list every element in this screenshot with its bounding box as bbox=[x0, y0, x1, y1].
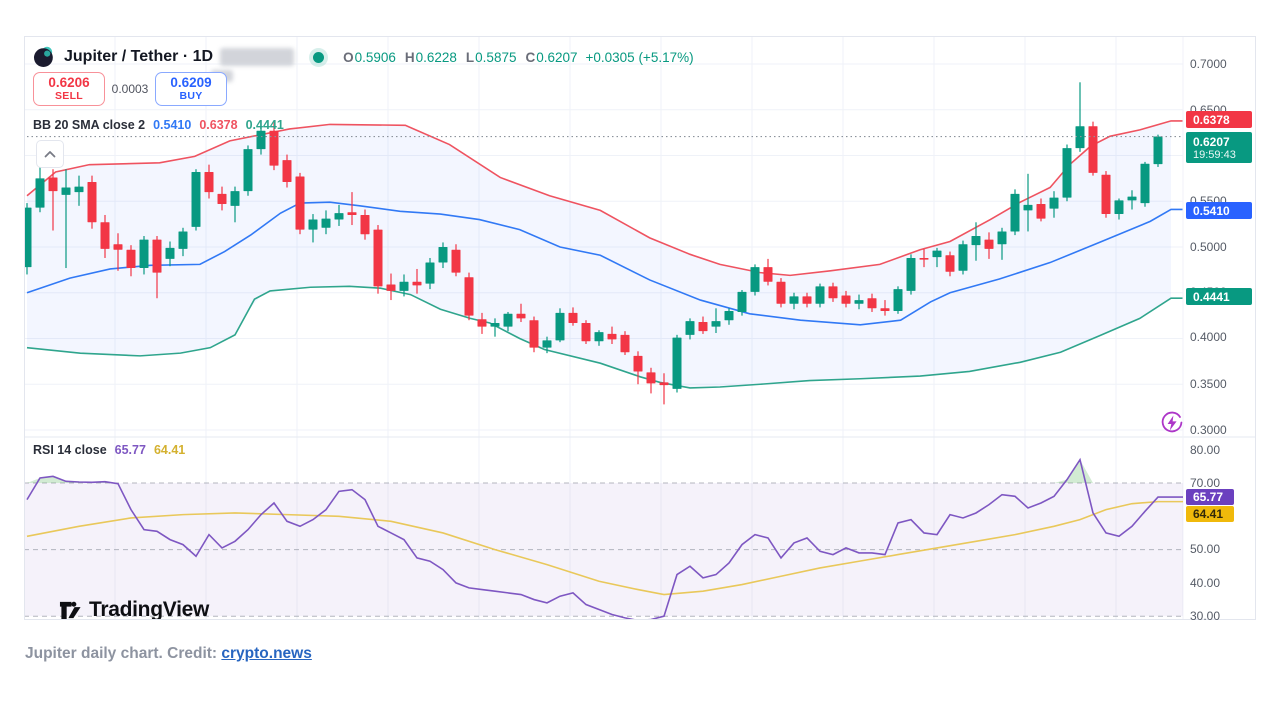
market-status-dot-icon bbox=[313, 51, 325, 63]
rsi-line bbox=[26, 457, 1183, 620]
change-value: +0.0305 (+5.17%) bbox=[585, 49, 694, 65]
rsi-value: 65.77 bbox=[114, 443, 146, 457]
symbol-title[interactable]: Jupiter / Tether · 1D bbox=[64, 48, 214, 65]
chevron-up-icon bbox=[44, 151, 56, 158]
close-label: C bbox=[525, 49, 536, 65]
bb-upper-value: 0.6378 bbox=[199, 118, 238, 132]
bb-upper-tag: 0.6378 bbox=[1186, 111, 1252, 128]
price-axis-label: 0.4000 bbox=[1190, 330, 1227, 344]
bb-lower-tag: 0.4441 bbox=[1186, 288, 1252, 305]
price-axis-label: 0.7000 bbox=[1190, 57, 1227, 71]
lightning-icon bbox=[1161, 411, 1183, 433]
rsi-value-tag: 65.77 bbox=[1186, 489, 1234, 505]
gridlines bbox=[24, 36, 1183, 619]
jupiter-logo-icon bbox=[34, 46, 53, 67]
rsi-ma-line bbox=[26, 500, 1183, 596]
sell-button[interactable]: 0.6206 SELL bbox=[33, 72, 105, 106]
bb-indicator-name: BB 20 SMA close 2 bbox=[33, 118, 146, 132]
bb-basis-value: 0.5410 bbox=[153, 118, 192, 132]
rsi-axis-label: 80.00 bbox=[1190, 443, 1221, 457]
price-pane[interactable] bbox=[23, 82, 1184, 405]
buy-label: BUY bbox=[179, 89, 203, 102]
high-value: 0.6228 bbox=[415, 49, 457, 65]
buy-button[interactable]: 0.6209 BUY bbox=[155, 72, 227, 106]
last-price-tag: 0.6207 19:59:43 bbox=[1186, 132, 1252, 163]
close-value: 0.6207 bbox=[536, 49, 578, 65]
bollinger-basis-line bbox=[26, 201, 1183, 326]
tradingview-mark-icon bbox=[59, 601, 81, 619]
rsi-axis-label: 30.00 bbox=[1190, 609, 1221, 623]
rsi-axis-label: 50.00 bbox=[1190, 542, 1221, 556]
sell-label: SELL bbox=[54, 89, 84, 102]
trade-panel: 0.6206 SELL 0.0003 0.6209 BUY bbox=[33, 72, 227, 106]
price-axis-label: 0.5000 bbox=[1190, 240, 1227, 254]
ohlc-readout: O 0.5906 H 0.6228 L 0.5875 C 0.6207 +0.0… bbox=[343, 50, 694, 65]
rsi-pane[interactable] bbox=[24, 457, 1183, 621]
rsi-ma-tag: 64.41 bbox=[1186, 506, 1234, 522]
caption-link[interactable]: crypto.news bbox=[221, 645, 312, 662]
price-axis-label: 0.3000 bbox=[1190, 423, 1227, 437]
sell-price: 0.6206 bbox=[48, 74, 90, 90]
bb-indicator-row[interactable]: BB 20 SMA close 2 0.5410 0.6378 0.4441 bbox=[33, 118, 284, 132]
rsi-indicator-row[interactable]: RSI 14 close 65.77 64.41 bbox=[33, 443, 185, 457]
bb-basis-tag: 0.5410 bbox=[1186, 202, 1252, 219]
collapse-pane-button[interactable] bbox=[36, 140, 64, 168]
instant-trading-button[interactable] bbox=[1159, 410, 1185, 436]
rsi-indicator-name: RSI 14 close bbox=[33, 443, 107, 457]
candlesticks bbox=[24, 82, 1163, 405]
low-label: L bbox=[465, 49, 475, 65]
caption-text: Jupiter daily chart. Credit: bbox=[25, 645, 222, 662]
rsi-axis-label: 70.00 bbox=[1190, 476, 1221, 490]
caption: Jupiter daily chart. Credit: crypto.news bbox=[25, 645, 312, 663]
bollinger-lower-line bbox=[26, 285, 1183, 389]
rsi-ma-value: 64.41 bbox=[153, 443, 186, 457]
spread-value: 0.0003 bbox=[111, 82, 149, 96]
symbol-header: Jupiter / Tether · 1D O 0.5906 H 0.6228 … bbox=[33, 46, 694, 68]
open-label: O bbox=[343, 49, 354, 65]
rsi-axis-label: 40.00 bbox=[1190, 576, 1221, 590]
bb-lower-value: 0.4441 bbox=[245, 118, 284, 132]
low-value: 0.5875 bbox=[475, 49, 517, 65]
price-axis-label: 0.3500 bbox=[1190, 377, 1227, 391]
high-label: H bbox=[404, 49, 415, 65]
buy-price: 0.6209 bbox=[170, 74, 212, 90]
tradingview-logo[interactable]: TradingView bbox=[59, 598, 210, 620]
open-value: 0.5906 bbox=[354, 49, 396, 65]
chart-card: TradingView bbox=[24, 36, 1256, 620]
tradingview-logo-text: TradingView bbox=[89, 598, 210, 620]
redacted-exchange-blur bbox=[220, 48, 295, 66]
